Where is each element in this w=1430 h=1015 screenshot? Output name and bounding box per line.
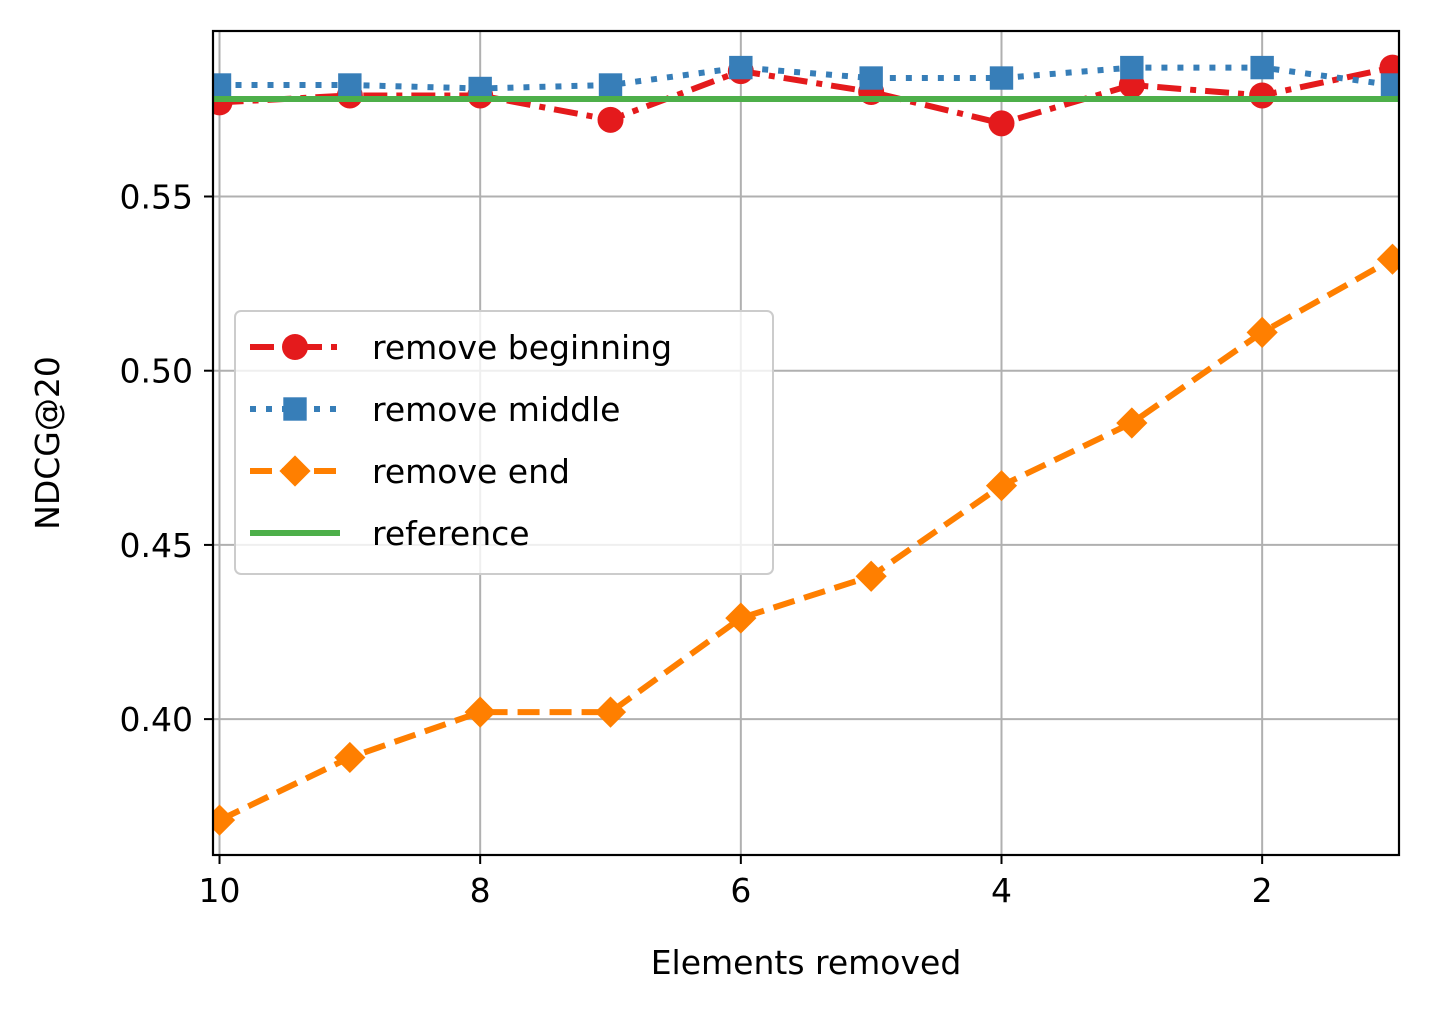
data-point-remove-middle	[338, 73, 362, 97]
legend-item-remove-end: remove end	[250, 452, 570, 491]
y-tick-label: 0.50	[120, 352, 193, 391]
y-tick-label: 0.40	[120, 700, 193, 739]
data-point-remove-middle	[1380, 73, 1399, 97]
data-point-remove-end	[855, 560, 887, 592]
data-point-remove-middle	[598, 73, 623, 97]
data-point-remove-end	[334, 741, 366, 774]
data-point-remove-middle	[859, 66, 883, 90]
data-point-remove-end	[725, 602, 757, 634]
data-point-remove-end	[1246, 316, 1278, 348]
legend-label: remove beginning	[372, 328, 672, 367]
ticks: 10 8 6 4 2 0.40 0.45 0.50 0.55	[120, 177, 1273, 910]
legend-label: remove middle	[372, 390, 620, 429]
data-point-remove-beginning	[1249, 82, 1276, 109]
x-axis-label: Elements removed	[651, 943, 962, 982]
data-point-remove-middle	[1120, 55, 1144, 80]
series-remove-end	[213, 243, 1399, 836]
legend-label: reference	[372, 514, 530, 553]
data-point-remove-middle	[989, 66, 1014, 90]
series-line-remove-middle	[219, 64, 1393, 92]
data-point-remove-middle	[729, 55, 753, 80]
legend-swatch-marker	[282, 334, 308, 360]
legend-item-reference: reference	[250, 514, 530, 553]
data-point-remove-end	[1116, 407, 1148, 439]
data-point-remove-beginning	[988, 110, 1015, 137]
y-tick-label: 0.55	[120, 177, 193, 216]
legend-item-remove-middle: remove middle	[250, 390, 620, 429]
data-point-remove-end	[464, 696, 496, 728]
x-tick-label: 10	[199, 871, 241, 910]
data-point-remove-middle	[213, 73, 232, 97]
x-tick-label: 8	[470, 871, 491, 910]
x-tick-label: 6	[730, 871, 751, 910]
legend-box	[234, 310, 774, 575]
plot-area	[213, 54, 1399, 836]
plot-frame	[211, 29, 1401, 857]
series-line-remove-beginning	[219, 64, 1394, 127]
x-tick-label: 2	[1252, 871, 1273, 910]
plot-clipped	[213, 54, 1399, 836]
legend-item-remove-beginning: remove beginning	[250, 328, 672, 367]
data-point-remove-middle	[1250, 55, 1274, 80]
x-tick-label: 4	[991, 871, 1012, 910]
series-remove-middle	[213, 55, 1399, 101]
legend-swatch-marker	[283, 397, 307, 421]
data-point-remove-middle	[468, 76, 492, 101]
legend-label: remove end	[372, 452, 570, 491]
series-line-remove-end	[218, 256, 1394, 823]
y-axis-label: NDCG@20	[28, 356, 67, 530]
legend: remove beginning remove middle remove end r…	[234, 310, 774, 575]
data-point-remove-end	[1376, 243, 1399, 275]
data-point-remove-end	[213, 804, 236, 836]
legend-swatch-marker	[279, 455, 311, 487]
data-point-remove-beginning	[597, 106, 624, 133]
data-point-remove-end	[594, 696, 627, 728]
data-point-remove-end	[985, 470, 1018, 502]
y-tick-label: 0.45	[120, 526, 193, 565]
